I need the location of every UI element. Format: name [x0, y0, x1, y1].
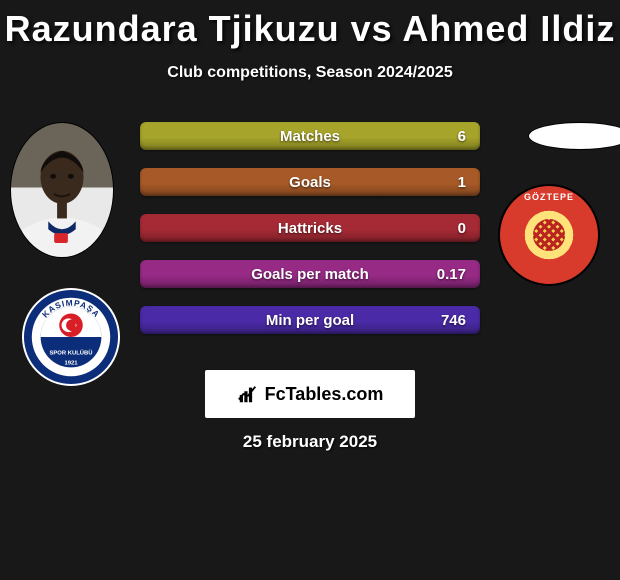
- brand-text: FcTables.com: [265, 384, 384, 405]
- stat-value: 0: [372, 220, 466, 237]
- stat-label: Goals per match: [248, 266, 373, 283]
- page-title: Razundara Tjikuzu vs Ahmed Ildiz: [0, 0, 620, 50]
- svg-text:SPOR KULÜBÜ: SPOR KULÜBÜ: [49, 350, 92, 357]
- brand-badge: FcTables.com: [205, 370, 415, 418]
- stat-value: 0.17: [372, 266, 466, 283]
- stat-value: 746: [372, 312, 466, 329]
- stat-label: Hattricks: [248, 220, 373, 237]
- date-label: 25 february 2025: [243, 432, 377, 452]
- stat-value: 1: [372, 174, 466, 191]
- subtitle: Club competitions, Season 2024/2025: [0, 64, 620, 82]
- goztepe-pattern-icon: [533, 219, 564, 250]
- stat-bar: Matches6: [140, 122, 480, 150]
- stat-label: Matches: [248, 128, 373, 145]
- stat-label: Min per goal: [248, 312, 373, 329]
- kasimpasa-logo-icon: KASIMPAŞA SPOR KULÜBÜ 1921: [22, 288, 120, 386]
- svg-text:1921: 1921: [64, 360, 78, 366]
- stat-bar: Min per goal746: [140, 306, 480, 334]
- stat-bar: Goals per match0.17: [140, 260, 480, 288]
- player-left-photo: [10, 122, 114, 258]
- player-right-photo: [528, 122, 620, 150]
- club-left-badge: KASIMPAŞA SPOR KULÜBÜ 1921: [22, 288, 120, 386]
- stat-bar: Hattricks0: [140, 214, 480, 242]
- player-left-avatar-icon: [11, 123, 113, 257]
- stat-label: Goals: [248, 174, 373, 191]
- stat-bar: Goals1: [140, 168, 480, 196]
- club-right-label: GÖZTEPE: [500, 192, 598, 202]
- chart-bars-icon: [237, 383, 259, 405]
- stat-value: 6: [372, 128, 466, 145]
- club-right-badge: GÖZTEPE: [498, 184, 600, 286]
- stats-bars: Matches6Goals1Hattricks0Goals per match0…: [140, 122, 480, 352]
